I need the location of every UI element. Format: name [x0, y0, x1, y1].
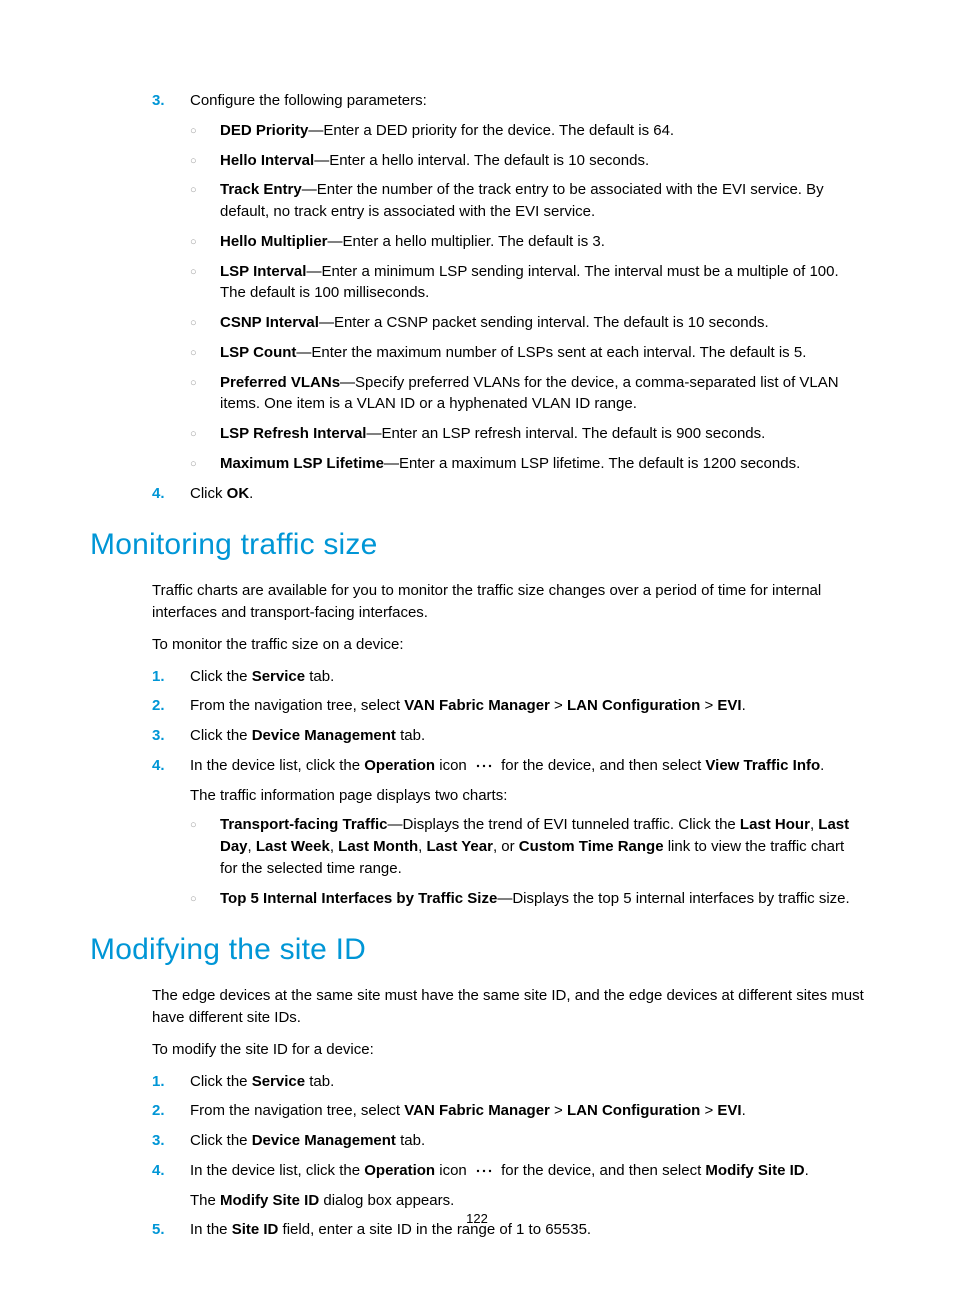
- step-3: 3. Click the Device Management tab.: [152, 725, 864, 747]
- step-4: 4. In the device list, click the Operati…: [152, 755, 864, 807]
- step-2: 2. From the navigation tree, select VAN …: [152, 695, 864, 717]
- heading-monitoring-traffic-size: Monitoring traffic size: [90, 528, 864, 562]
- step-1: 1. Click the Service tab.: [152, 666, 864, 688]
- param-text: Preferred VLANs—Specify preferred VLANs …: [220, 372, 864, 416]
- parameter-list: ○ DED Priority—Enter a DED priority for …: [190, 120, 864, 475]
- param-preferred-vlans: ○ Preferred VLANs—Specify preferred VLAN…: [190, 372, 864, 416]
- step-text: Configure the following parameters:: [190, 90, 864, 112]
- step-number: 4.: [152, 483, 190, 505]
- bullet-icon: ○: [190, 150, 220, 172]
- param-text: Hello Multiplier—Enter a hello multiplie…: [220, 231, 864, 253]
- step-1: 1. Click the Service tab.: [152, 1071, 864, 1093]
- chart-top5-interfaces: ○ Top 5 Internal Interfaces by Traffic S…: [190, 888, 864, 910]
- param-text: Track Entry—Enter the number of the trac…: [220, 179, 864, 223]
- step-text: Click the Device Management tab.: [190, 725, 864, 747]
- operation-icon: [475, 1166, 493, 1176]
- step-text: From the navigation tree, select VAN Fab…: [190, 695, 864, 717]
- step-number: 3.: [152, 725, 190, 747]
- step-4: 4. In the device list, click the Operati…: [152, 1160, 864, 1212]
- chart-text: Transport-facing Traffic—Displays the tr…: [220, 814, 864, 879]
- bullet-icon: ○: [190, 261, 220, 305]
- param-text: LSP Refresh Interval—Enter an LSP refres…: [220, 423, 864, 445]
- bullet-icon: ○: [190, 423, 220, 445]
- step-3: 3. Click the Device Management tab.: [152, 1130, 864, 1152]
- chart-list: ○ Transport-facing Traffic—Displays the …: [190, 814, 864, 909]
- paragraph: To modify the site ID for a device:: [152, 1039, 864, 1061]
- bullet-icon: ○: [190, 179, 220, 223]
- bullet-icon: ○: [190, 120, 220, 142]
- param-text: Hello Interval—Enter a hello interval. T…: [220, 150, 864, 172]
- paragraph: The edge devices at the same site must h…: [152, 985, 864, 1029]
- heading-modifying-site-id: Modifying the site ID: [90, 933, 864, 967]
- bullet-icon: ○: [190, 372, 220, 416]
- bullet-icon: ○: [190, 231, 220, 253]
- param-text: CSNP Interval—Enter a CSNP packet sendin…: [220, 312, 864, 334]
- page-number: 122: [0, 1211, 954, 1226]
- step-subtext: The traffic information page displays tw…: [190, 785, 864, 807]
- param-hello-multiplier: ○ Hello Multiplier—Enter a hello multipl…: [190, 231, 864, 253]
- step-subtext: The Modify Site ID dialog box appears.: [190, 1190, 864, 1212]
- bullet-icon: ○: [190, 342, 220, 364]
- param-text: DED Priority—Enter a DED priority for th…: [220, 120, 864, 142]
- step-number: 1.: [152, 666, 190, 688]
- param-csnp-interval: ○ CSNP Interval—Enter a CSNP packet send…: [190, 312, 864, 334]
- step-number: 4.: [152, 755, 190, 807]
- param-hello-interval: ○ Hello Interval—Enter a hello interval.…: [190, 150, 864, 172]
- param-track-entry: ○ Track Entry—Enter the number of the tr…: [190, 179, 864, 223]
- step-text: Click the Service tab.: [190, 1071, 864, 1093]
- step-number: 2.: [152, 1100, 190, 1122]
- step-text: Click OK.: [190, 483, 864, 505]
- paragraph: To monitor the traffic size on a device:: [152, 634, 864, 656]
- step-number: 3.: [152, 1130, 190, 1152]
- document-page: 3. Configure the following parameters: ○…: [0, 0, 954, 1241]
- param-text: LSP Count—Enter the maximum number of LS…: [220, 342, 864, 364]
- bullet-icon: ○: [190, 814, 220, 879]
- param-text: Maximum LSP Lifetime—Enter a maximum LSP…: [220, 453, 864, 475]
- bullet-icon: ○: [190, 453, 220, 475]
- param-text: LSP Interval—Enter a minimum LSP sending…: [220, 261, 864, 305]
- param-lsp-refresh-interval: ○ LSP Refresh Interval—Enter an LSP refr…: [190, 423, 864, 445]
- paragraph: Traffic charts are available for you to …: [152, 580, 864, 624]
- step-text: Click the Service tab.: [190, 666, 864, 688]
- bullet-icon: ○: [190, 888, 220, 910]
- step-2: 2. From the navigation tree, select VAN …: [152, 1100, 864, 1122]
- step-4: 4. Click OK.: [152, 483, 864, 505]
- step-text: From the navigation tree, select VAN Fab…: [190, 1100, 864, 1122]
- step-number: 4.: [152, 1160, 190, 1212]
- step-number: 2.: [152, 695, 190, 717]
- step-text: In the device list, click the Operation …: [190, 755, 864, 807]
- chart-text: Top 5 Internal Interfaces by Traffic Siz…: [220, 888, 864, 910]
- step-3: 3. Configure the following parameters:: [152, 90, 864, 112]
- step-number: 3.: [152, 90, 190, 112]
- bullet-icon: ○: [190, 312, 220, 334]
- step-number: 1.: [152, 1071, 190, 1093]
- operation-icon: [475, 761, 493, 771]
- param-lsp-count: ○ LSP Count—Enter the maximum number of …: [190, 342, 864, 364]
- param-ded-priority: ○ DED Priority—Enter a DED priority for …: [190, 120, 864, 142]
- chart-transport-facing: ○ Transport-facing Traffic—Displays the …: [190, 814, 864, 879]
- param-maximum-lsp-lifetime: ○ Maximum LSP Lifetime—Enter a maximum L…: [190, 453, 864, 475]
- step-text: Click the Device Management tab.: [190, 1130, 864, 1152]
- step-text: In the device list, click the Operation …: [190, 1160, 864, 1212]
- param-lsp-interval: ○ LSP Interval—Enter a minimum LSP sendi…: [190, 261, 864, 305]
